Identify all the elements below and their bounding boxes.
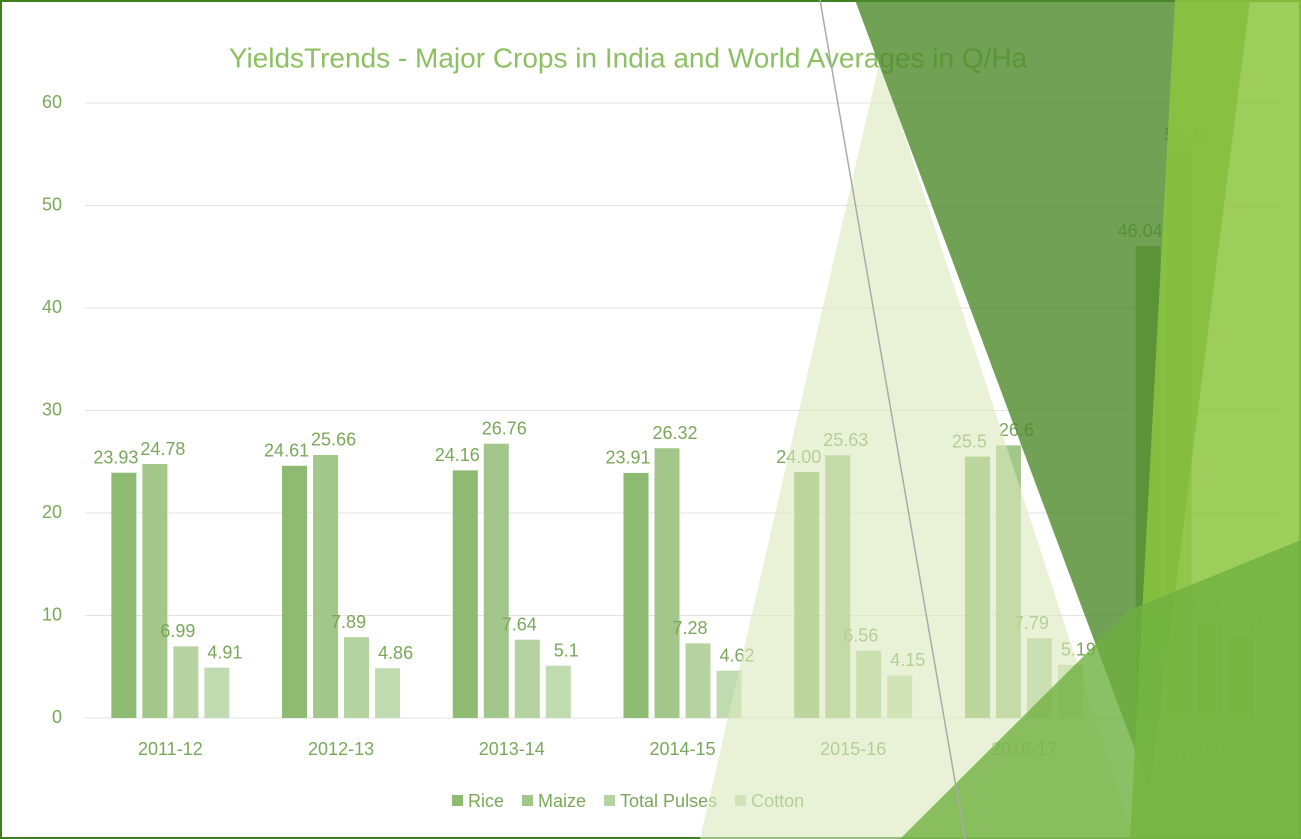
bar (624, 473, 649, 718)
data-label: 4.86 (378, 643, 413, 663)
bar (453, 470, 478, 718)
x-tick-label: 2015-16 (820, 739, 886, 759)
x-tick-label: 2014-15 (649, 739, 715, 759)
data-label: 55.38 (1165, 125, 1210, 145)
data-label: 24.78 (140, 439, 185, 459)
chart-title: YieldsTrends - Major Crops in India and … (229, 42, 1028, 73)
bar (686, 643, 711, 718)
bar (1229, 639, 1254, 718)
bar (1027, 638, 1052, 718)
bar (717, 671, 742, 718)
y-tick-label: 10 (42, 604, 62, 624)
legend-label: Maize (538, 791, 586, 811)
data-label: 4.62 (719, 645, 754, 665)
bar (655, 448, 680, 718)
legend-swatch (735, 795, 746, 806)
data-label: 25.5 (952, 431, 987, 451)
data-label: 25.63 (823, 430, 868, 450)
y-tick-label: 50 (42, 194, 62, 214)
bar (887, 675, 912, 718)
data-label: 7.28 (672, 618, 707, 638)
y-tick-label: 30 (42, 399, 62, 419)
bar (344, 637, 369, 718)
bar (313, 455, 338, 718)
bar (1167, 150, 1192, 718)
data-label: 26.32 (652, 423, 697, 443)
bar (1198, 621, 1223, 718)
data-label: 7.75 (1232, 613, 1267, 633)
bar (375, 668, 400, 718)
data-label: 24.16 (435, 445, 480, 465)
bar (856, 651, 881, 718)
legend-swatch (604, 795, 615, 806)
data-label: 6.99 (160, 621, 195, 641)
data-label: 5.19 (1061, 640, 1096, 660)
bar (794, 472, 819, 718)
data-label: 23.91 (605, 448, 650, 468)
x-tick-label: 2016-17 (991, 739, 1057, 759)
x-tick-label: 2011-12 (138, 739, 203, 759)
data-label: 24.00 (776, 447, 821, 467)
bar (142, 464, 167, 718)
y-tick-label: 0 (52, 707, 62, 727)
data-label: 6.56 (843, 626, 878, 646)
data-label: 25.66 (311, 430, 356, 450)
bar (484, 444, 509, 718)
bar (111, 473, 136, 718)
data-label: 26.76 (482, 418, 527, 438)
bar (825, 455, 850, 718)
data-label: 7.89 (331, 612, 366, 632)
x-tick-label: 2013-14 (479, 739, 545, 759)
bar (996, 445, 1021, 718)
data-label: 23.93 (93, 447, 138, 467)
data-label: 5.1 (554, 640, 579, 660)
data-label: 9.50 (1185, 595, 1220, 615)
legend-label: Cotton (751, 791, 804, 811)
data-label: 4.91 (207, 642, 242, 662)
bar (515, 640, 540, 718)
y-tick-label: 40 (42, 297, 62, 317)
legend-swatch (522, 795, 533, 806)
bar (546, 666, 571, 718)
bar (1136, 246, 1161, 718)
bar (204, 668, 229, 718)
data-label: 46.04 (1118, 221, 1163, 241)
chart: YieldsTrends - Major Crops in India and … (0, 0, 1301, 839)
bar (282, 466, 307, 718)
bar (1058, 665, 1083, 718)
x-tick-label: 2012-13 (308, 739, 374, 759)
data-label: 24.61 (264, 440, 309, 460)
data-label: 4.15 (890, 650, 925, 670)
bar (965, 457, 990, 718)
legend-swatch (452, 795, 463, 806)
legend-label: Rice (468, 791, 504, 811)
data-label: 26.6 (999, 420, 1034, 440)
y-tick-label: 20 (42, 502, 62, 522)
legend-label: Total Pulses (620, 791, 717, 811)
bar (173, 646, 198, 718)
y-tick-label: 60 (42, 92, 62, 112)
x-tick-label: World (1171, 739, 1218, 759)
data-label: 7.64 (502, 614, 537, 634)
slide: YieldsTrends - Major Crops in India and … (0, 0, 1301, 839)
data-label: 7.79 (1014, 613, 1049, 633)
